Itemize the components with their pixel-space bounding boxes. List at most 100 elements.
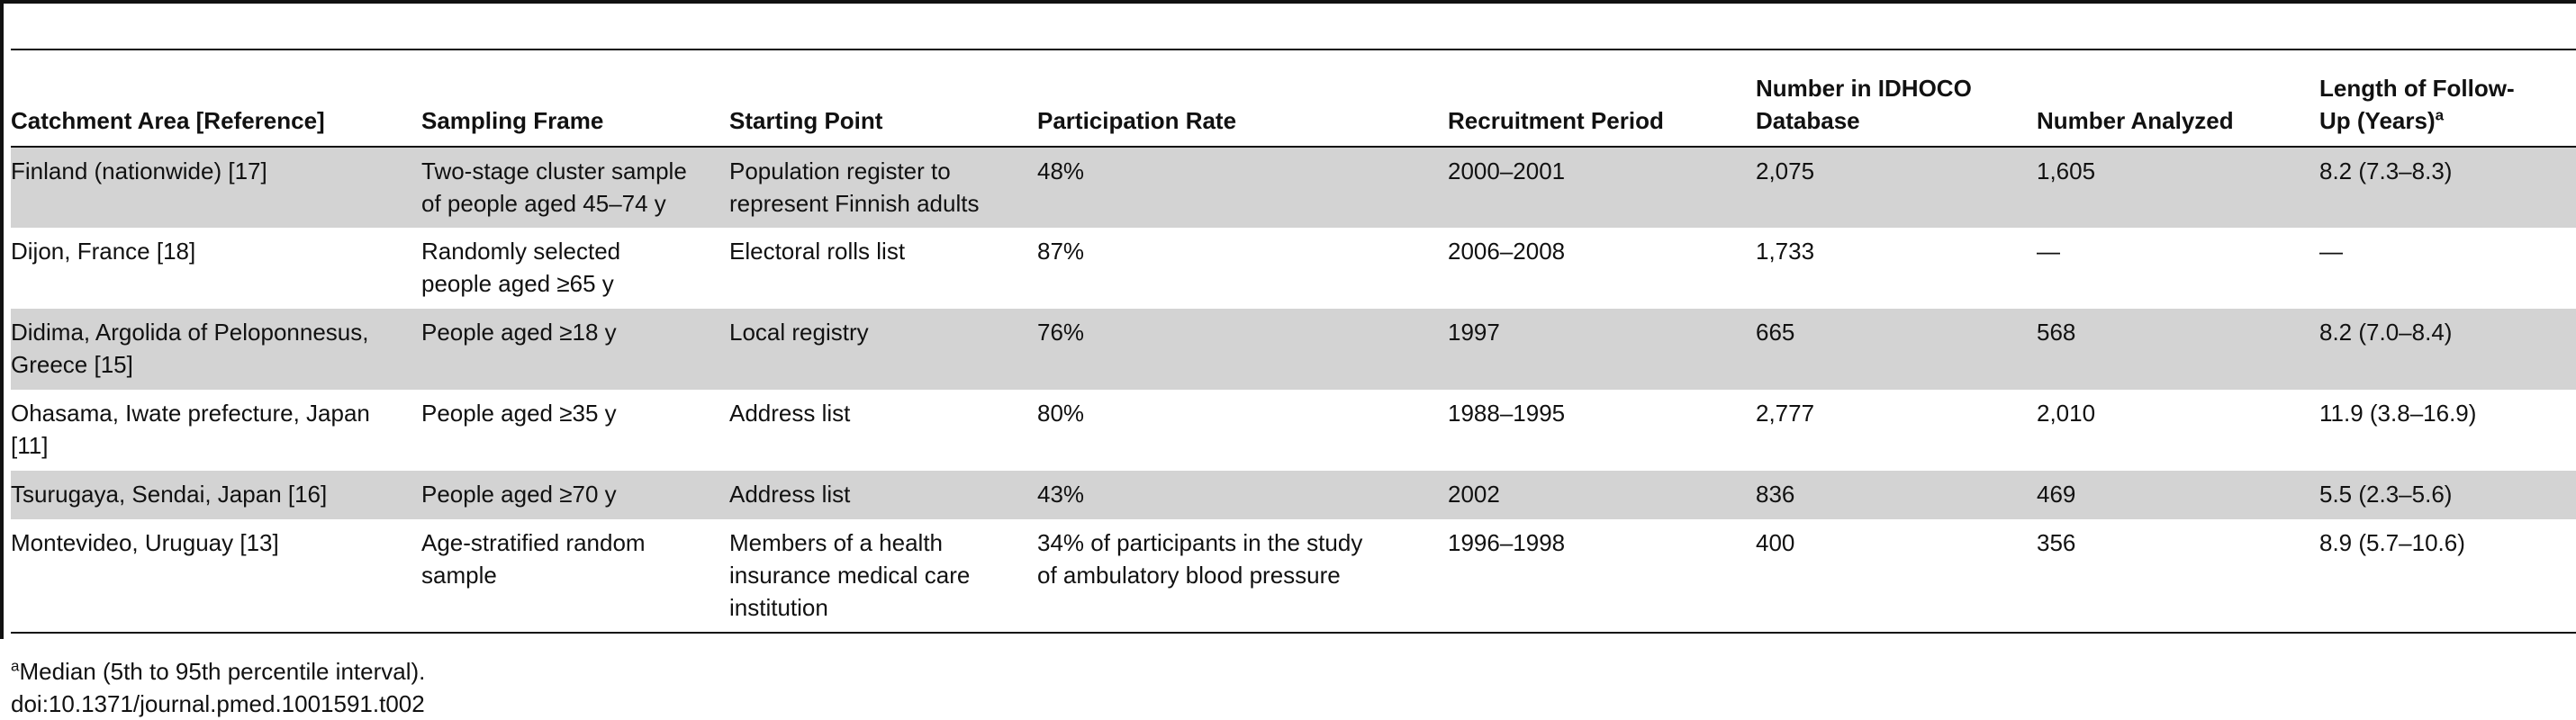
table-header-row: Catchment Area [Reference] Sampling Frame… (11, 49, 2576, 148)
table-cell-starting: Electoral rolls list (729, 228, 1037, 309)
column-header-line: Starting Point (729, 107, 883, 134)
column-header-line: Participation Rate (1037, 107, 1237, 134)
column-header-sampling: Sampling Frame (421, 49, 729, 148)
cell-line: institution (729, 594, 828, 621)
cell-line: People aged ≥70 y (421, 481, 617, 508)
cell-line: 8.2 (7.0–8.4) (2319, 319, 2453, 346)
cell-line: of people aged 45–74 y (421, 190, 666, 217)
table-cell-starting: Population register to represent Finnish … (729, 147, 1037, 228)
table-cell-followup: 11.9 (3.8–16.9) (2319, 390, 2576, 471)
column-header-followup: Length of Follow- Up (Years)a (2319, 49, 2576, 148)
column-header-text: Up (Years) (2319, 107, 2436, 134)
footnote-text: Median (5th to 95th percentile interval)… (19, 658, 426, 685)
top-rule (0, 0, 2576, 4)
table-cell-recruitment: 1996–1998 (1448, 519, 1756, 634)
cell-line: 400 (1756, 529, 1795, 556)
table-cell-participation: 48% (1037, 147, 1448, 228)
footnote: aMedian (5th to 95th percentile interval… (11, 655, 425, 688)
cell-line: Tsurugaya, Sendai, Japan [16] (11, 481, 328, 508)
table-row: Finland (nationwide) [17] Two-stage clust… (11, 147, 2576, 228)
cell-line: 1,605 (2037, 158, 2096, 184)
cell-line: 356 (2037, 529, 2076, 556)
footnote-marker: a (2435, 106, 2445, 124)
column-header-line: Number in IDHOCO (1756, 75, 1972, 102)
table-cell-catchment: Tsurugaya, Sendai, Japan [16] (11, 471, 421, 519)
cell-line: 80% (1037, 400, 1085, 427)
table-row: Ohasama, Iwate prefecture, Japan [11] Peop… (11, 390, 2576, 471)
table-cell-catchment: Dijon, France [18] (11, 228, 421, 309)
table-cell-analyzed: 469 (2037, 471, 2319, 519)
column-header-participation: Participation Rate (1037, 49, 1448, 148)
cell-line: 2006–2008 (1448, 238, 1566, 265)
table-row: Dijon, France [18] Randomly selected peopl… (11, 228, 2576, 309)
cell-line: 87% (1037, 238, 1085, 265)
column-header-line: Sampling Frame (421, 107, 604, 134)
table-cell-participation: 87% (1037, 228, 1448, 309)
table-cell-participation: 43% (1037, 471, 1448, 519)
table-cell-idhoco: 2,777 (1756, 390, 2037, 471)
cell-line: 2,010 (2037, 400, 2096, 427)
cell-line: Local registry (729, 319, 869, 346)
cell-line: 469 (2037, 481, 2076, 508)
column-header-recruitment: Recruitment Period (1448, 49, 1756, 148)
column-header-analyzed: Number Analyzed (2037, 49, 2319, 148)
table-cell-recruitment: 2002 (1448, 471, 1756, 519)
cell-line: 2,075 (1756, 158, 1815, 184)
cell-line: 5.5 (2.3–5.6) (2319, 481, 2453, 508)
table-cell-followup: 5.5 (2.3–5.6) (2319, 471, 2576, 519)
column-header-catchment: Catchment Area [Reference] (11, 49, 421, 148)
data-table: Catchment Area [Reference] Sampling Frame… (11, 49, 2576, 634)
column-header-line: Length of Follow- (2319, 75, 2515, 102)
column-header-line: Database (1756, 107, 1860, 134)
table-cell-recruitment: 2000–2001 (1448, 147, 1756, 228)
table-cell-participation: 80% (1037, 390, 1448, 471)
table-cell-analyzed: — (2037, 228, 2319, 309)
cell-line: Two-stage cluster sample (421, 158, 687, 184)
table-cell-analyzed: 568 (2037, 309, 2319, 390)
table-cell-starting: Members of a health insurance medical car… (729, 519, 1037, 634)
cell-line: Members of a health (729, 529, 944, 556)
cell-line: sample (421, 562, 497, 589)
table-cell-idhoco: 665 (1756, 309, 2037, 390)
cell-line: 836 (1756, 481, 1795, 508)
cell-line: represent Finnish adults (729, 190, 980, 217)
table-body: Finland (nationwide) [17] Two-stage clust… (11, 147, 2576, 634)
cell-line: Age-stratified random (421, 529, 646, 556)
cell-line: — (2037, 238, 2060, 265)
table-cell-starting: Address list (729, 390, 1037, 471)
table-cell-starting: Address list (729, 471, 1037, 519)
cell-line: 76% (1037, 319, 1085, 346)
cell-line: 8.9 (5.7–10.6) (2319, 529, 2465, 556)
column-header-line: Number Analyzed (2037, 107, 2234, 134)
table-cell-idhoco: 1,733 (1756, 228, 2037, 309)
column-header-starting: Starting Point (729, 49, 1037, 148)
cell-line: Greece [15] (11, 351, 133, 378)
cell-line: Montevideo, Uruguay [13] (11, 529, 279, 556)
cell-line: Randomly selected (421, 238, 621, 265)
table-cell-catchment: Didima, Argolida of Peloponnesus, Greece … (11, 309, 421, 390)
table-cell-idhoco: 836 (1756, 471, 2037, 519)
cell-line: Electoral rolls list (729, 238, 906, 265)
table-cell-sampling: Age-stratified random sample (421, 519, 729, 634)
footnote-marker: a (11, 657, 20, 675)
table-cell-starting: Local registry (729, 309, 1037, 390)
cell-line: 1988–1995 (1448, 400, 1566, 427)
cell-line: 2,777 (1756, 400, 1815, 427)
table-cell-analyzed: 2,010 (2037, 390, 2319, 471)
cell-line: 2000–2001 (1448, 158, 1566, 184)
cell-line: people aged ≥65 y (421, 270, 614, 297)
column-header-idhoco: Number in IDHOCO Database (1756, 49, 2037, 148)
column-header-line: Catchment Area [Reference] (11, 107, 325, 134)
doi-text: doi:10.1371/journal.pmed.1001591.t002 (11, 690, 425, 717)
cell-line: People aged ≥35 y (421, 400, 617, 427)
cell-line: 48% (1037, 158, 1085, 184)
table-cell-recruitment: 1997 (1448, 309, 1756, 390)
cell-line: 8.2 (7.3–8.3) (2319, 158, 2453, 184)
table-row: Tsurugaya, Sendai, Japan [16] People aged… (11, 471, 2576, 519)
table-cell-followup: 8.2 (7.3–8.3) (2319, 147, 2576, 228)
table-cell-followup: 8.9 (5.7–10.6) (2319, 519, 2576, 634)
cell-line: Address list (729, 400, 851, 427)
table-footer: aMedian (5th to 95th percentile interval… (11, 655, 425, 720)
table-cell-participation: 34% of participants in the study of ambul… (1037, 519, 1448, 634)
